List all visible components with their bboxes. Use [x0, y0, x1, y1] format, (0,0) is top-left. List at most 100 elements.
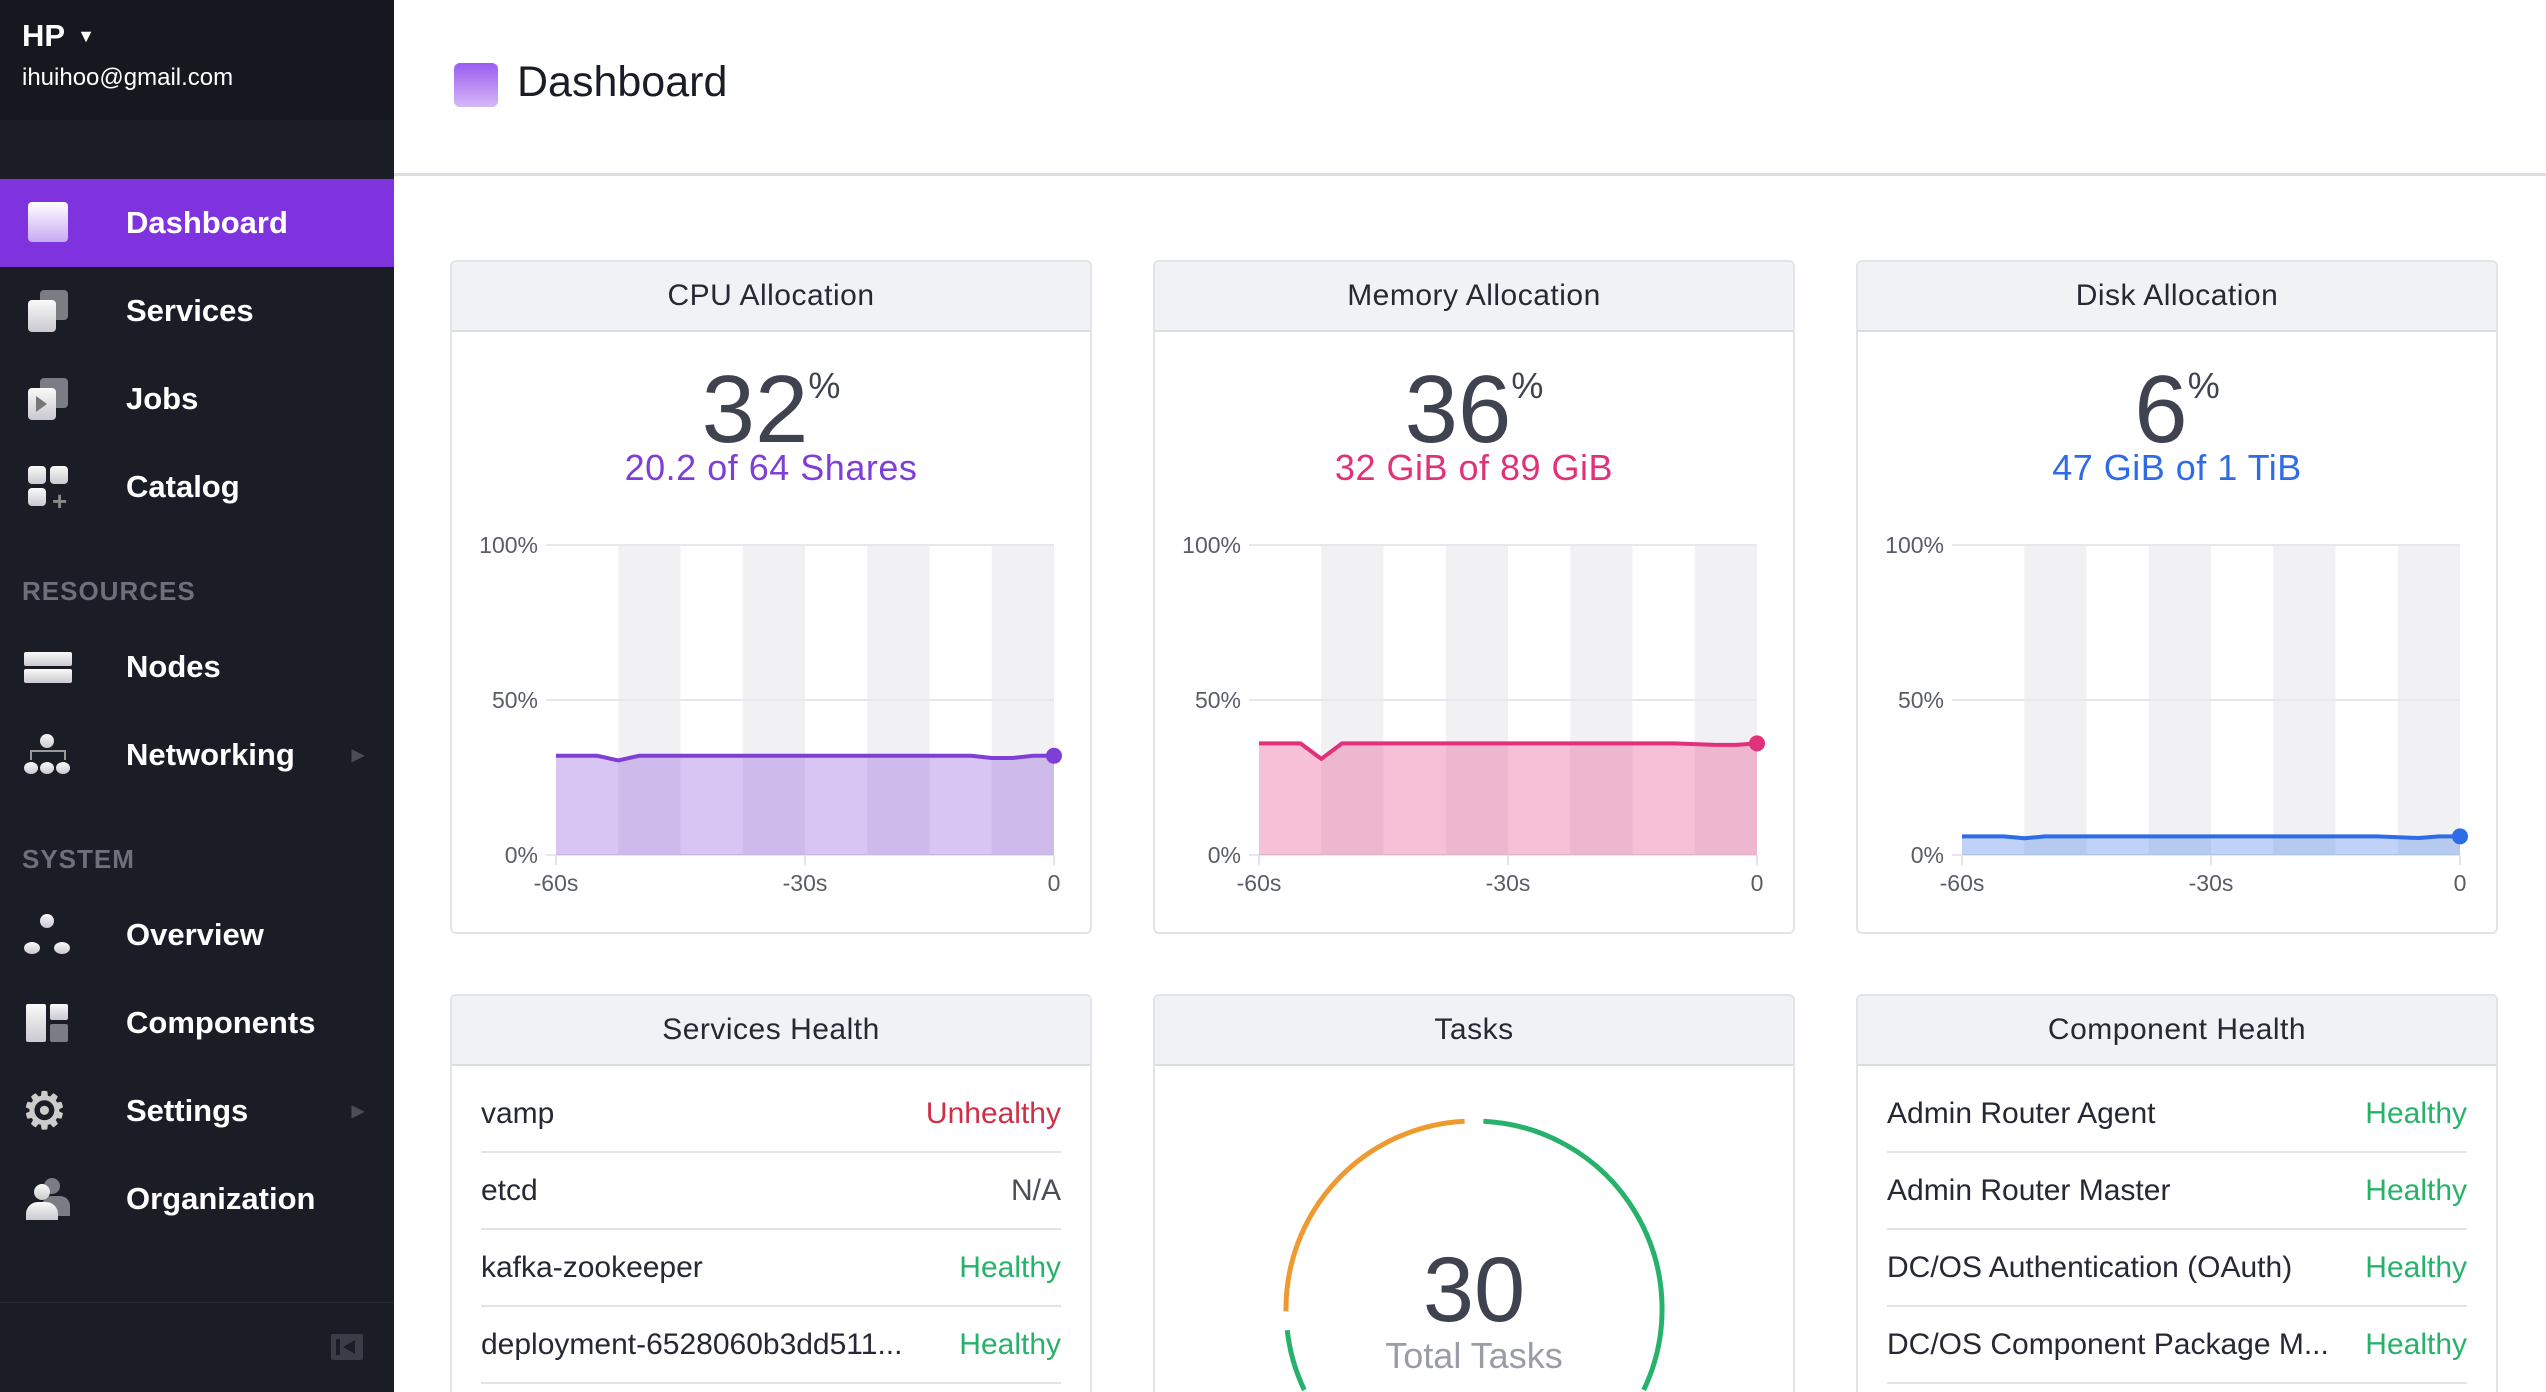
last-point-marker [1046, 747, 1062, 764]
y-tick-label: 100% [479, 532, 538, 558]
item-name: Admin Router Agent [1887, 1096, 2156, 1130]
area-fill [556, 755, 1054, 855]
memory-allocation-card: Memory Allocation 36% 32 GiB of 89 GiB 1… [1153, 260, 1795, 934]
sidebar-item-label: Organization [126, 1181, 316, 1216]
chevron-right-icon: ▶ [351, 747, 364, 764]
x-tick-label: 0 [2454, 870, 2467, 896]
status-badge: Healthy [2365, 1173, 2467, 1207]
sidebar: HP ▼ ihuihoo@gmail.com Dashboard Services… [0, 0, 394, 1392]
services-icon [24, 290, 70, 332]
sidebar-item-jobs[interactable]: Jobs [0, 355, 394, 443]
list-item[interactable]: deployment-6528060b3dd511... Healthy [481, 1307, 1061, 1384]
divider [0, 1302, 394, 1303]
sidebar-item-label: Catalog [126, 469, 240, 504]
page-header: Dashboard [394, 0, 2546, 176]
caret-down-icon: ▼ [77, 25, 95, 46]
card-title: Component Health [1858, 996, 2496, 1066]
y-tick-label: 50% [492, 687, 538, 713]
sidebar-item-services[interactable]: Services [0, 267, 394, 355]
section-resources: RESOURCES [22, 576, 196, 606]
series-line [1259, 741, 1758, 761]
list-item[interactable]: DC/OS Authentication (OAuth) Healthy [1887, 1230, 2467, 1307]
staged-tasks-arc [1283, 1118, 1465, 1312]
list-item[interactable]: vamp Unhealthy [481, 1076, 1061, 1153]
y-tick-label: 0% [505, 842, 538, 868]
item-name: Admin Router Master [1887, 1173, 2171, 1207]
card-title: Disk Allocation [1858, 262, 2496, 332]
item-name: etcd [481, 1173, 538, 1207]
x-tick-label: -60s [1940, 870, 1985, 896]
disk-allocation-card: Disk Allocation 6% 47 GiB of 1 TiB 100% 5… [1856, 260, 2498, 934]
collapse-sidebar-icon[interactable] [331, 1334, 363, 1360]
user-menu[interactable]: HP ▼ ihuihoo@gmail.com [0, 0, 394, 120]
running-tasks-arc [1483, 1118, 1665, 1392]
sidebar-item-nodes[interactable]: Nodes [0, 623, 394, 711]
last-point-marker [1749, 735, 1765, 752]
section-system: SYSTEM [22, 844, 135, 874]
area-fill [1962, 836, 2460, 855]
x-tick-label: 0 [1751, 870, 1764, 896]
sidebar-item-label: Services [126, 293, 254, 328]
running-tasks-arc [1284, 1329, 1307, 1392]
user-email: ihuihoo@gmail.com [22, 64, 234, 91]
list-item[interactable]: kafka-zookeeper Healthy [481, 1230, 1061, 1307]
y-tick-label: 100% [1182, 532, 1241, 558]
catalog-icon: + [24, 466, 70, 516]
last-point-marker [2452, 828, 2468, 845]
cpu-chart: 100% 50% 0%-60s -30s 0 [479, 532, 1062, 896]
sidebar-item-label: Jobs [126, 381, 199, 416]
sidebar-item-label: Overview [126, 917, 264, 952]
status-badge: N/A [1010, 1173, 1061, 1207]
x-tick-label: -60s [1237, 870, 1282, 896]
disk-detail: 47 GiB of 1 TiB [2052, 447, 2302, 488]
services-health-card: Services Health vamp Unhealthy etcd N/A kafk… [450, 994, 1092, 1392]
networking-icon [24, 734, 70, 776]
sidebar-item-components[interactable]: Components [0, 979, 394, 1067]
total-tasks-label: Total Tasks [1385, 1335, 1563, 1376]
y-tick-label: 0% [1208, 842, 1241, 868]
component-health-card: Component Health Admin Router Agent Healt… [1856, 994, 2498, 1392]
page-title: Dashboard [517, 58, 728, 106]
x-tick-label: -60s [534, 870, 579, 896]
status-badge: Healthy [2365, 1327, 2467, 1361]
nodes-icon [24, 646, 72, 688]
chevron-right-icon: ▶ [351, 1103, 364, 1120]
card-title: Tasks [1155, 996, 1793, 1066]
x-tick-label: -30s [1486, 870, 1531, 896]
sidebar-item-label: Dashboard [126, 205, 288, 240]
sidebar-item-label: Components [126, 1005, 316, 1040]
item-name: vamp [481, 1096, 555, 1130]
sidebar-item-dashboard[interactable]: Dashboard [0, 179, 394, 267]
list-item[interactable]: DC/OS Component Package M... Healthy [1887, 1307, 2467, 1384]
cpu-allocation-card: CPU Allocation 32% 20.2 of 64 Shares 100… [450, 260, 1092, 934]
sidebar-item-label: Nodes [126, 649, 221, 684]
total-tasks-count: 30 [1422, 1239, 1526, 1341]
list-item[interactable]: Admin Router Agent Healthy [1887, 1076, 2467, 1153]
sidebar-item-catalog[interactable]: + Catalog [0, 443, 394, 531]
jobs-icon [24, 378, 70, 420]
x-tick-label: -30s [783, 870, 828, 896]
status-badge: Healthy [959, 1327, 1061, 1361]
sidebar-item-organization[interactable]: Organization [0, 1155, 394, 1243]
user-name: HP [22, 18, 66, 53]
y-tick-label: 100% [1885, 532, 1944, 558]
area-fill [1259, 743, 1757, 855]
components-icon [24, 1002, 70, 1044]
cpu-percent: 32% [701, 356, 841, 463]
list-item[interactable]: Admin Router Master Healthy [1887, 1153, 2467, 1230]
series-line [1962, 834, 2460, 841]
item-name: deployment-6528060b3dd511... [481, 1327, 903, 1361]
tasks-card: Tasks 30 Total Tasks [1153, 994, 1795, 1392]
series-line [556, 753, 1054, 763]
sidebar-item-networking[interactable]: Networking ▶ [0, 711, 394, 799]
sidebar-item-settings[interactable]: ⚙ Settings ▶ [0, 1067, 394, 1155]
list-item[interactable]: etcd N/A [481, 1153, 1061, 1230]
sidebar-item-overview[interactable]: Overview [0, 891, 394, 979]
y-tick-label: 0% [1911, 842, 1944, 868]
sidebar-item-label: Settings [126, 1093, 249, 1128]
item-name: DC/OS Authentication (OAuth) [1887, 1250, 2293, 1284]
status-badge: Unhealthy [925, 1096, 1061, 1130]
organization-icon [24, 1178, 70, 1220]
item-name: kafka-zookeeper [481, 1250, 703, 1284]
memory-detail: 32 GiB of 89 GiB [1334, 447, 1614, 488]
